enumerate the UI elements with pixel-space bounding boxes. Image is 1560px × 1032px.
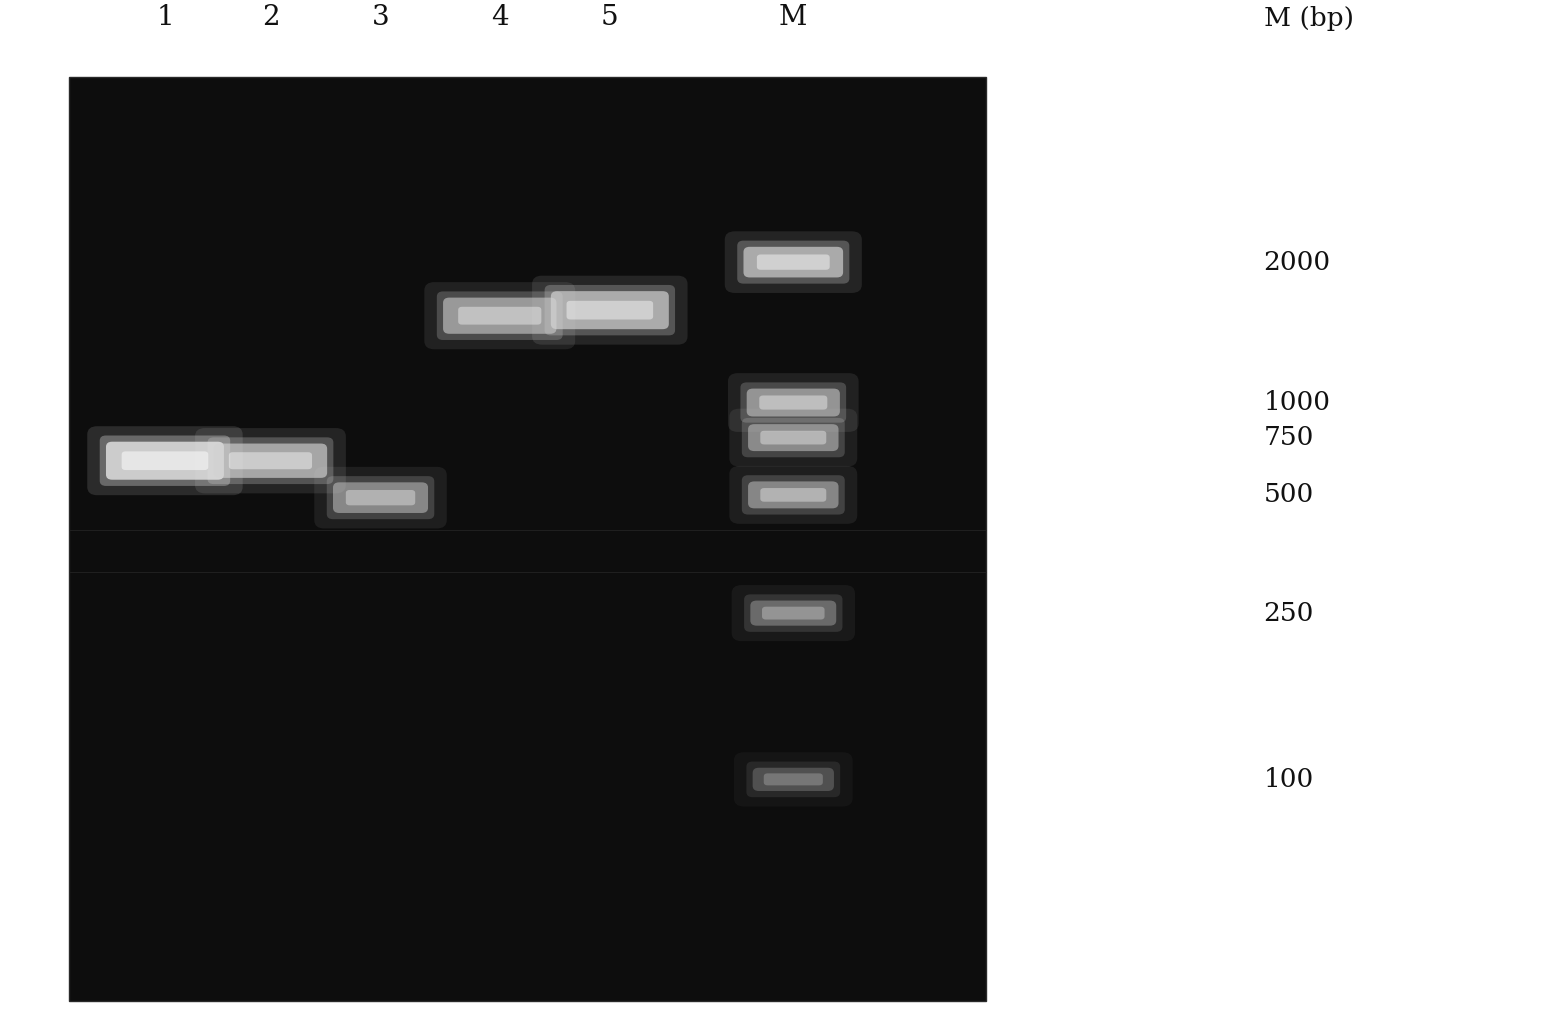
FancyBboxPatch shape	[424, 282, 576, 349]
FancyBboxPatch shape	[750, 601, 836, 625]
Text: 1: 1	[156, 4, 173, 31]
FancyBboxPatch shape	[459, 307, 541, 325]
FancyBboxPatch shape	[757, 255, 830, 269]
Text: 4: 4	[491, 4, 509, 31]
Text: 2000: 2000	[1264, 250, 1331, 275]
FancyBboxPatch shape	[100, 436, 231, 486]
FancyBboxPatch shape	[760, 430, 827, 445]
FancyBboxPatch shape	[749, 481, 839, 509]
FancyBboxPatch shape	[730, 465, 858, 524]
FancyBboxPatch shape	[207, 438, 334, 484]
Text: M: M	[778, 4, 808, 31]
FancyBboxPatch shape	[87, 426, 243, 495]
FancyBboxPatch shape	[730, 409, 858, 466]
FancyBboxPatch shape	[738, 240, 849, 284]
FancyBboxPatch shape	[326, 476, 434, 519]
FancyBboxPatch shape	[544, 285, 675, 335]
FancyBboxPatch shape	[229, 452, 312, 470]
FancyBboxPatch shape	[551, 291, 669, 329]
FancyBboxPatch shape	[733, 752, 853, 806]
FancyBboxPatch shape	[761, 607, 825, 619]
FancyBboxPatch shape	[314, 466, 446, 528]
Text: 5: 5	[601, 4, 619, 31]
FancyBboxPatch shape	[725, 231, 861, 293]
FancyBboxPatch shape	[443, 297, 557, 333]
Text: M (bp): M (bp)	[1264, 6, 1354, 31]
FancyBboxPatch shape	[332, 482, 427, 513]
FancyBboxPatch shape	[743, 418, 846, 457]
Text: 3: 3	[371, 4, 390, 31]
FancyBboxPatch shape	[752, 768, 835, 791]
Text: 500: 500	[1264, 482, 1314, 508]
FancyBboxPatch shape	[747, 389, 839, 417]
FancyBboxPatch shape	[566, 300, 654, 320]
Text: 750: 750	[1264, 425, 1314, 450]
FancyBboxPatch shape	[741, 383, 846, 423]
Text: 2: 2	[262, 4, 279, 31]
FancyBboxPatch shape	[106, 442, 225, 480]
FancyBboxPatch shape	[195, 428, 346, 493]
FancyBboxPatch shape	[744, 247, 842, 278]
FancyBboxPatch shape	[760, 395, 827, 410]
FancyBboxPatch shape	[732, 585, 855, 641]
FancyBboxPatch shape	[437, 291, 563, 340]
FancyBboxPatch shape	[729, 374, 858, 432]
FancyBboxPatch shape	[122, 451, 207, 470]
FancyBboxPatch shape	[746, 762, 841, 797]
FancyBboxPatch shape	[346, 490, 415, 506]
FancyBboxPatch shape	[760, 488, 827, 502]
FancyBboxPatch shape	[764, 773, 822, 785]
FancyBboxPatch shape	[744, 594, 842, 632]
Text: 250: 250	[1264, 601, 1314, 625]
FancyBboxPatch shape	[532, 276, 688, 345]
Text: 100: 100	[1264, 767, 1314, 792]
Text: 1000: 1000	[1264, 390, 1331, 415]
FancyBboxPatch shape	[214, 444, 328, 478]
FancyBboxPatch shape	[749, 424, 839, 451]
Bar	[69, 77, 986, 1001]
FancyBboxPatch shape	[743, 475, 846, 515]
